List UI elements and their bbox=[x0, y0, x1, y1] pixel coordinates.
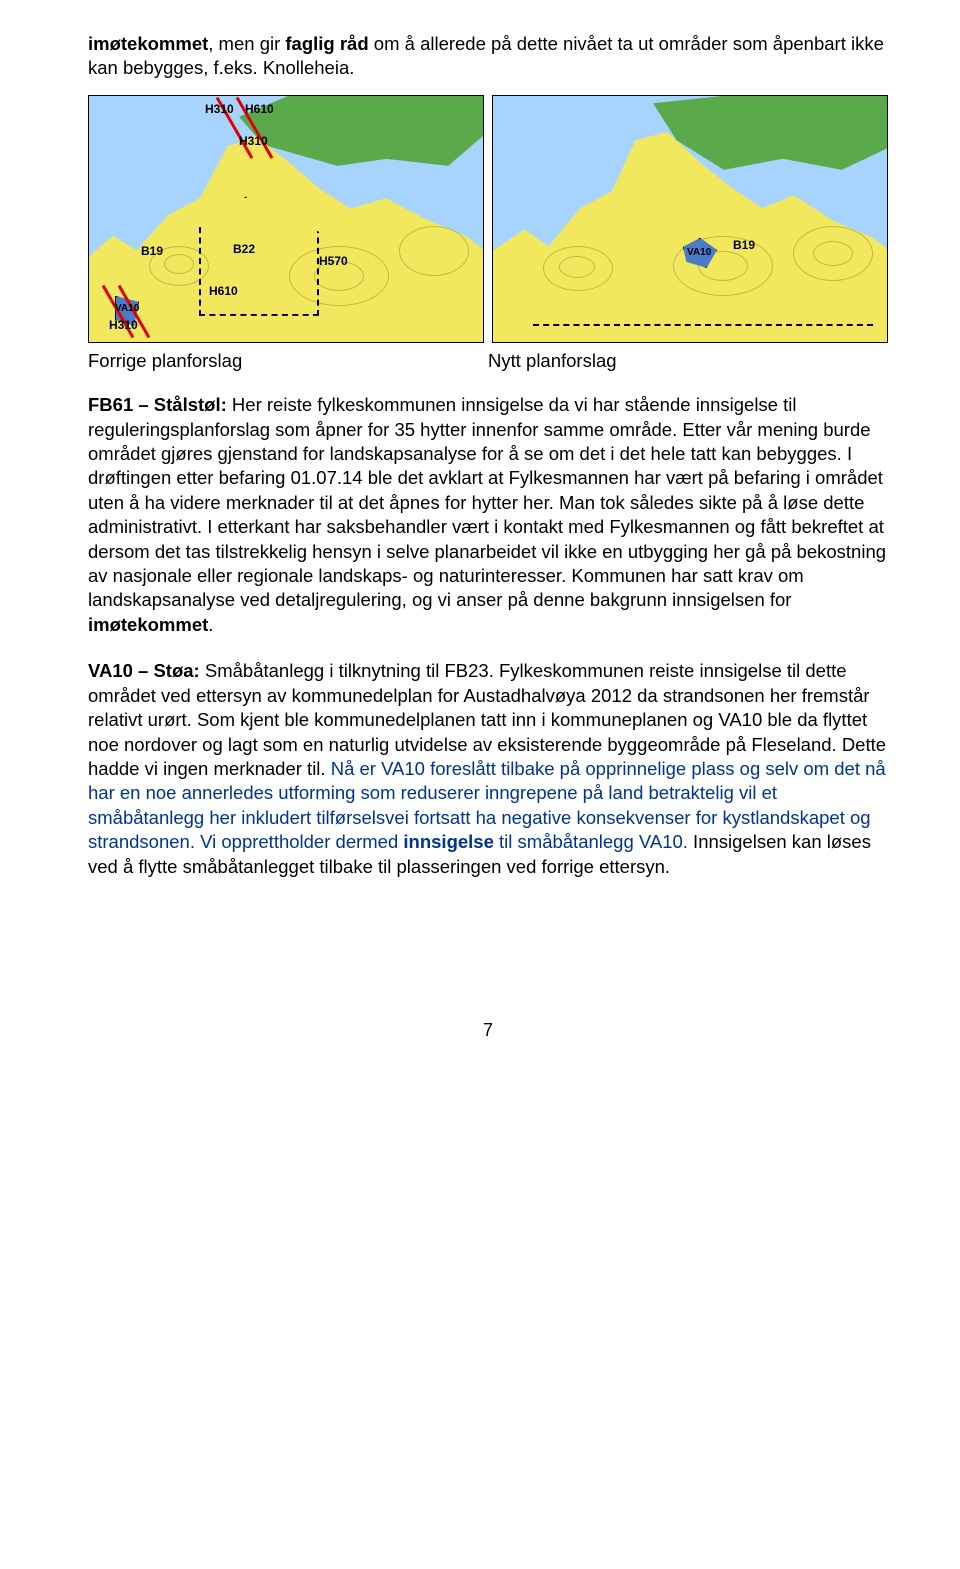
fb61-final-bold: imøtekommet bbox=[88, 614, 208, 635]
intro-lead: imøtekommet bbox=[88, 33, 208, 54]
paragraph-va10: VA10 – Støa: Småbåtanlegg i tilknytning … bbox=[88, 659, 888, 879]
caption-row: Forrige planforslag Nytt planforslag bbox=[88, 349, 888, 373]
map-label: VA10 bbox=[115, 302, 139, 315]
fb61-text: Her reiste fylkeskommunen innsigelse da … bbox=[88, 394, 886, 610]
paragraph-fb61: FB61 – Stålstøl: Her reiste fylkeskommun… bbox=[88, 393, 888, 637]
map-label: H310 bbox=[239, 134, 268, 150]
map-label: H570 bbox=[319, 254, 348, 270]
map-label: B22 bbox=[233, 242, 255, 258]
map-left: H310 H610 H310 B19 B22 H570 H610 H310 VA… bbox=[88, 95, 484, 343]
contour bbox=[399, 226, 469, 276]
maps-row: H310 H610 H310 B19 B22 H570 H610 H310 VA… bbox=[88, 95, 888, 343]
map-label: H610 bbox=[209, 284, 238, 300]
intro-text-1b: faglig råd bbox=[285, 33, 368, 54]
contour bbox=[813, 241, 853, 266]
caption-left: Forrige planforslag bbox=[88, 349, 488, 373]
map-label: H310 bbox=[205, 102, 234, 118]
contour bbox=[164, 254, 194, 274]
va10-blue-2b: innsigelse bbox=[403, 831, 493, 852]
map-label: B19 bbox=[733, 238, 755, 254]
map-label: H310 bbox=[109, 318, 138, 334]
fb61-punct: . bbox=[208, 614, 213, 635]
contour bbox=[559, 256, 595, 278]
va10-blue-2a: Vi opprettholder dermed bbox=[200, 831, 403, 852]
map-right: B19 VA10 bbox=[492, 95, 888, 343]
map-label: B19 bbox=[141, 244, 163, 260]
fb61-label: FB61 – Stålstøl: bbox=[88, 394, 227, 415]
intro-text-1a: , men gir bbox=[208, 33, 285, 54]
page-number: 7 bbox=[88, 1019, 888, 1043]
intro-paragraph: imøtekommet, men gir faglig råd om å all… bbox=[88, 32, 888, 81]
va10-label: VA10 – Støa: bbox=[88, 660, 200, 681]
caption-right: Nytt planforslag bbox=[488, 349, 888, 373]
va10-blue-2c: til småbåtanlegg VA10. bbox=[494, 831, 688, 852]
intro-text-1c: om å allerede på dette nivået ta ut områ… bbox=[369, 33, 768, 54]
map-label: VA10 bbox=[687, 246, 711, 259]
map-label: H610 bbox=[245, 102, 274, 118]
